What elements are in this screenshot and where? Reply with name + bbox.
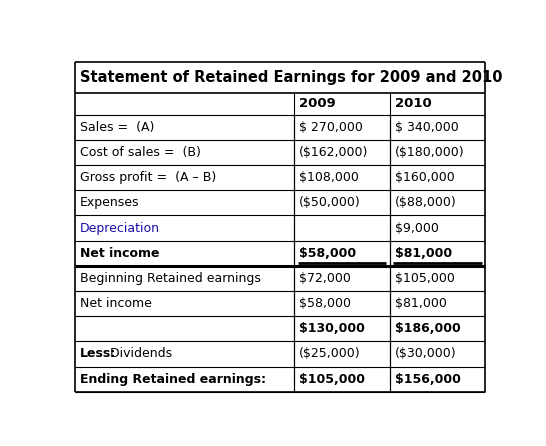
Text: $58,000: $58,000 (299, 297, 351, 310)
Text: Expenses: Expenses (80, 196, 139, 209)
Text: $130,000: $130,000 (299, 322, 365, 335)
Text: $81,000: $81,000 (395, 247, 452, 260)
Text: $186,000: $186,000 (395, 322, 461, 335)
Text: ($88,000): ($88,000) (395, 196, 456, 209)
Text: Net income: Net income (80, 247, 159, 260)
Text: $105,000: $105,000 (395, 272, 455, 285)
Text: $105,000: $105,000 (299, 373, 365, 386)
Text: ($25,000): ($25,000) (299, 347, 361, 360)
Text: $81,000: $81,000 (395, 297, 447, 310)
Text: $9,000: $9,000 (395, 222, 439, 235)
Text: Gross profit =  (A – B): Gross profit = (A – B) (80, 171, 216, 184)
Text: $72,000: $72,000 (299, 272, 351, 285)
Text: Net income: Net income (80, 297, 152, 310)
Text: $58,000: $58,000 (299, 247, 357, 260)
Text: Dividends: Dividends (106, 347, 172, 360)
Text: $ 270,000: $ 270,000 (299, 121, 363, 134)
Text: Depreciation: Depreciation (80, 222, 159, 235)
Text: ($30,000): ($30,000) (395, 347, 456, 360)
Text: ($162,000): ($162,000) (299, 146, 369, 159)
Text: Cost of sales =  (B): Cost of sales = (B) (80, 146, 200, 159)
Text: ($180,000): ($180,000) (395, 146, 465, 159)
Text: Ending Retained earnings:: Ending Retained earnings: (80, 373, 266, 386)
Text: Less:: Less: (80, 347, 116, 360)
Text: 2009: 2009 (299, 97, 336, 110)
Text: Beginning Retained earnings: Beginning Retained earnings (80, 272, 260, 285)
Text: $160,000: $160,000 (395, 171, 455, 184)
Text: $ 340,000: $ 340,000 (395, 121, 459, 134)
Text: $108,000: $108,000 (299, 171, 359, 184)
Text: Sales =  (A): Sales = (A) (80, 121, 154, 134)
Text: 2010: 2010 (395, 97, 432, 110)
Text: Statement of Retained Earnings for 2009 and 2010: Statement of Retained Earnings for 2009 … (80, 70, 502, 85)
Text: $156,000: $156,000 (395, 373, 461, 386)
Text: ($50,000): ($50,000) (299, 196, 361, 209)
